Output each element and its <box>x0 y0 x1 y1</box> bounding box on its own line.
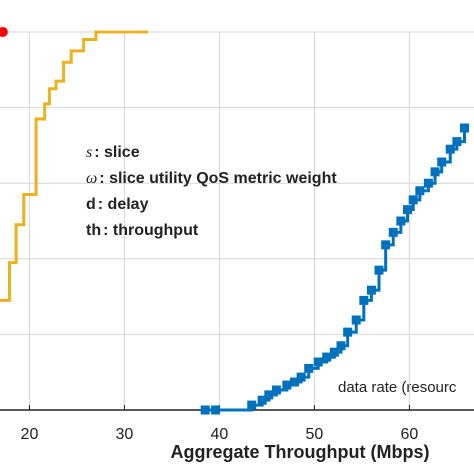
annotation-key: ω <box>86 170 97 187</box>
annotation: s: slice <box>86 144 140 162</box>
marker <box>408 195 418 205</box>
marker <box>0 27 8 37</box>
annotation-key: d <box>86 196 96 213</box>
marker <box>304 363 314 373</box>
marker <box>460 123 470 133</box>
x-tick-label: 60 <box>401 426 419 443</box>
annotation-text: : throughput <box>103 222 199 239</box>
marker <box>366 285 376 295</box>
annotation-key: th <box>86 222 101 239</box>
marker <box>271 385 281 395</box>
annotation-text: : slice utility QoS metric weight <box>99 170 337 187</box>
marker <box>452 137 462 147</box>
marker <box>211 405 221 415</box>
annotation-key: s <box>86 144 92 161</box>
x-tick-label: 50 <box>306 426 324 443</box>
series-line <box>0 30 149 302</box>
marker <box>415 186 425 196</box>
marker <box>423 178 433 188</box>
annotation: ω: slice utility QoS metric weight <box>86 170 337 188</box>
marker <box>343 327 353 337</box>
marker <box>336 341 346 351</box>
marker <box>388 227 398 237</box>
annotation: d: delay <box>86 196 149 213</box>
annotation-text: : slice <box>94 144 139 161</box>
marker <box>437 157 447 167</box>
marker <box>403 205 413 215</box>
marker <box>264 390 274 400</box>
marker <box>282 380 292 390</box>
marker <box>257 395 267 405</box>
marker <box>296 372 306 382</box>
note: data rate (resourc <box>338 379 457 396</box>
marker <box>351 315 361 325</box>
marker <box>430 167 440 177</box>
marker <box>359 295 369 305</box>
marker <box>381 240 391 250</box>
marker <box>289 377 299 387</box>
marker <box>329 347 339 357</box>
marker <box>247 400 257 410</box>
marker <box>396 216 406 226</box>
annotation: th: throughput <box>86 222 199 239</box>
marker <box>445 144 455 154</box>
marker <box>200 405 210 415</box>
marker <box>322 352 332 362</box>
x-tick-label: 40 <box>211 426 229 443</box>
marker <box>374 265 384 275</box>
x-tick-label: 20 <box>21 426 39 443</box>
annotation-text: : delay <box>98 196 149 213</box>
x-tick-label: 30 <box>116 426 134 443</box>
marker <box>313 357 323 367</box>
x-axis-label: Aggregate Throughput (Mbps) <box>171 442 430 462</box>
